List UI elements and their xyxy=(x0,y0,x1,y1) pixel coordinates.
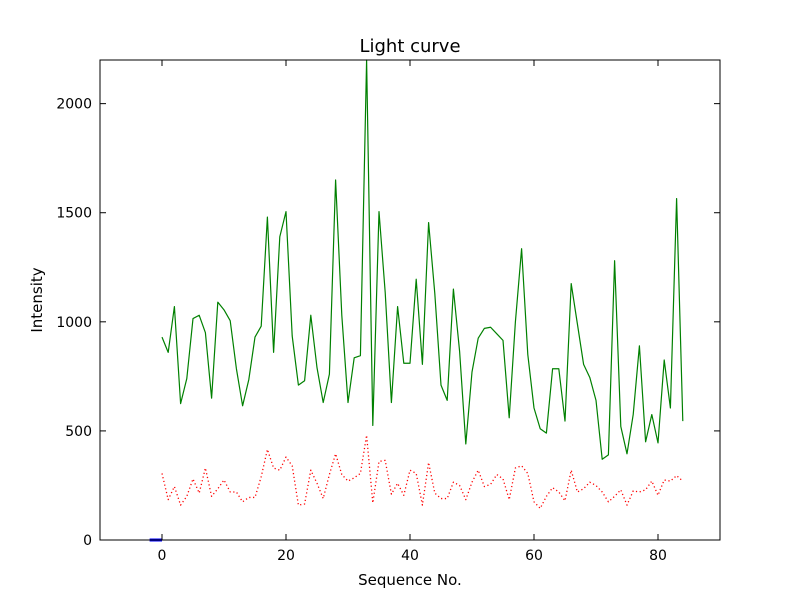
plot-area xyxy=(100,60,720,540)
x-tick-label: 0 xyxy=(158,548,167,564)
y-tick-label: 2000 xyxy=(56,97,92,113)
y-axis-label: Intensity xyxy=(28,267,46,332)
y-tick-label: 500 xyxy=(65,424,92,440)
chart-title: Light curve xyxy=(359,36,460,57)
series-line-2 xyxy=(161,434,684,510)
x-tick-label: 20 xyxy=(277,548,295,564)
x-axis-ticks: 0 20 40 60 80 xyxy=(158,60,667,564)
x-axis-label: Sequence No. xyxy=(358,571,462,589)
y-axis-ticks: 0 500 1000 1500 2000 xyxy=(56,97,720,549)
x-tick-label: 40 xyxy=(401,548,419,564)
x-tick-label: 60 xyxy=(525,548,543,564)
y-tick-label: 1000 xyxy=(56,315,92,331)
y-tick-label: 1500 xyxy=(56,206,92,222)
y-tick-label: 0 xyxy=(83,533,92,549)
series-line-1 xyxy=(161,59,684,460)
x-tick-label: 80 xyxy=(649,548,667,564)
